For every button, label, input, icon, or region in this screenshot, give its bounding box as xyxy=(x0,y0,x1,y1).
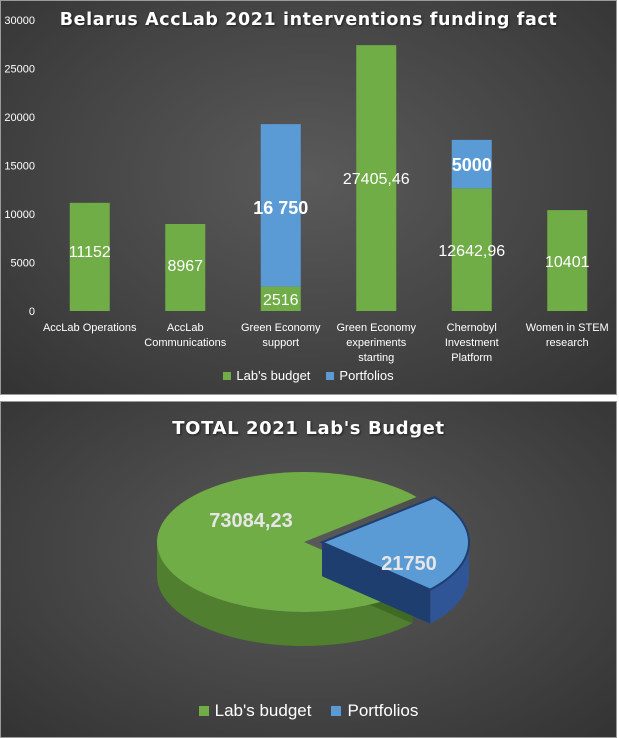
legend-label-portfolios: Portfolios xyxy=(339,368,394,383)
legend-item-labs-budget: Lab's budget xyxy=(223,368,310,383)
data-label-labs-budget: 10401 xyxy=(545,254,590,271)
pie-slice-side-labs-budget xyxy=(157,542,413,646)
bar-chart-panel: Belarus AccLab 2021 interventions fundin… xyxy=(0,0,617,395)
data-label-portfolios: 16 750 xyxy=(253,198,308,218)
x-tick-label: experiments xyxy=(346,337,406,349)
data-label-labs-budget: 11152 xyxy=(69,244,111,261)
x-tick-label: research xyxy=(546,337,589,349)
pie-data-label-labs-budget: 73084,23 xyxy=(209,510,292,532)
bar-lab-s-budget-acclab-operations xyxy=(69,202,110,311)
x-tick-label: Chernobyl xyxy=(447,322,497,334)
y-tick-label: 10000 xyxy=(4,209,35,221)
y-tick-label: 20000 xyxy=(4,112,35,124)
bar-chart-title: Belarus AccLab 2021 interventions fundin… xyxy=(59,10,558,30)
bar-portfolios-chernobyl-investment-platform xyxy=(451,139,492,189)
pie-legend-swatch-portfolios xyxy=(331,706,342,716)
pie-chart-plot: 73084,23 21750 xyxy=(156,472,470,646)
bar-lab-s-budget-chernobyl-investment-platform xyxy=(451,188,492,311)
legend-item-portfolios: Portfolios xyxy=(326,368,394,383)
y-tick-label: 25000 xyxy=(4,64,35,76)
bar-lab-s-budget-women-in-stem-research xyxy=(547,210,588,311)
data-label-labs-budget: 8967 xyxy=(167,258,203,275)
data-label-labs-budget: 27405,46 xyxy=(343,171,410,188)
pie-legend-label-portfolios: Portfolios xyxy=(347,701,419,720)
x-tick-label: Communications xyxy=(144,337,226,349)
pie-slice-side-portfolios xyxy=(430,542,469,624)
x-tick-label: support xyxy=(262,337,299,349)
x-tick-label: starting xyxy=(358,352,394,364)
y-tick-label: 30000 xyxy=(4,15,35,27)
pie-chart-legend: Lab's budget Portfolios xyxy=(1,701,616,721)
legend-swatch-portfolios xyxy=(326,371,335,380)
bar-chart-plot: 0 5000 10000 15000 20000 25000 30000 AccLab Ope… xyxy=(4,15,609,364)
x-tick-label: AccLab xyxy=(167,322,204,334)
bar-lab-s-budget-acclab-communications xyxy=(165,224,206,311)
y-tick-label: 0 xyxy=(29,306,35,318)
bar-lab-s-budget-green-economy-support xyxy=(260,286,301,311)
pie-legend-item-portfolios: Portfolios xyxy=(331,701,418,721)
data-label-portfolios: 5000 xyxy=(452,155,492,175)
pie-legend-label-labs-budget: Lab's budget xyxy=(214,701,312,720)
data-label-labs-budget: 12642,96 xyxy=(438,243,505,260)
pie-slice-portfolios xyxy=(319,496,470,591)
legend-swatch-labs-budget xyxy=(223,371,232,380)
pie-legend-swatch-labs-budget xyxy=(198,706,209,716)
pie-chart-title: TOTAL 2021 Lab's Budget xyxy=(172,418,445,439)
x-tick-label: AccLab Operations xyxy=(43,322,137,334)
bar-lab-s-budget-green-economy-experiments-starting xyxy=(356,45,397,311)
x-tick-label: Platform xyxy=(451,352,492,364)
bar-portfolios-green-economy-support xyxy=(260,124,301,287)
x-tick-label: Green Economy xyxy=(337,322,417,334)
x-tick-label: Investment xyxy=(445,337,499,349)
data-label-labs-budget: 2516 xyxy=(263,292,299,309)
pie-legend-item-labs-budget: Lab's budget xyxy=(198,701,312,721)
x-tick-label: Green Economy xyxy=(241,322,321,334)
y-tick-label: 5000 xyxy=(11,258,35,270)
x-tick-label: Women in STEM xyxy=(526,322,609,334)
bar-chart-legend: Lab's budget Portfolios xyxy=(1,368,616,383)
pie-data-label-portfolios: 21750 xyxy=(381,553,437,575)
pie-chart-panel: TOTAL 2021 Lab's Budget 73084,23 21750 La… xyxy=(0,401,617,738)
y-tick-label: 15000 xyxy=(4,161,35,173)
legend-label-labs-budget: Lab's budget xyxy=(236,368,311,383)
pie-slice-cut-portfolios xyxy=(321,542,431,624)
